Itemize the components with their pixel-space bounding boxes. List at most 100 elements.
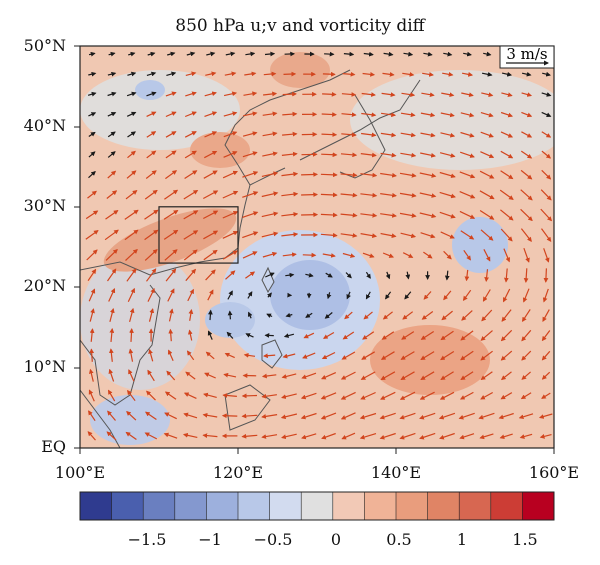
wind-vector <box>542 71 551 77</box>
wind-vector <box>262 151 278 157</box>
wind-vector <box>125 190 138 200</box>
wind-vector <box>281 433 297 440</box>
wind-vector <box>105 210 119 220</box>
wind-vector <box>385 291 392 300</box>
wind-vector <box>500 131 514 138</box>
wind-vector <box>380 371 396 381</box>
wind-vector <box>419 192 437 198</box>
wind-vector <box>186 51 196 57</box>
wind-vector <box>242 151 258 158</box>
wind-vector <box>124 229 139 241</box>
wind-vector <box>420 232 436 239</box>
wind-vector <box>342 71 356 77</box>
wind-vector <box>340 212 358 218</box>
wind-vector <box>380 351 395 360</box>
wind-vector <box>341 132 357 138</box>
wind-vector <box>222 231 239 239</box>
wind-vector <box>186 350 195 361</box>
wind-vector <box>479 170 495 179</box>
colorbar-tick-label: −1.5 <box>127 530 167 549</box>
y-tick-label: EQ <box>41 437 66 456</box>
wind-vector <box>125 248 138 261</box>
wind-vector <box>422 72 434 77</box>
wind-vector <box>187 288 194 302</box>
wind-vector <box>202 412 218 418</box>
colorbar-swatch <box>522 492 555 520</box>
wind-vector <box>399 412 416 420</box>
wind-vector <box>227 310 233 320</box>
x-tick-label: 100°E <box>54 463 106 482</box>
wind-vector <box>479 433 494 440</box>
wind-vector <box>363 51 374 57</box>
wind-vector <box>144 189 158 200</box>
wind-vector <box>400 152 417 158</box>
wind-vector <box>241 413 258 419</box>
colorbar-swatch <box>427 492 460 520</box>
colorbar-swatch <box>80 492 112 520</box>
wind-vector <box>459 391 474 400</box>
y-tick-label: 20°N <box>23 276 66 295</box>
wind-vector <box>261 171 279 177</box>
wind-vector <box>439 211 456 219</box>
wind-vector <box>146 91 157 97</box>
wind-vector <box>421 311 434 320</box>
wind-vector <box>439 391 455 400</box>
wind-vector <box>167 288 175 302</box>
wind-vector <box>345 272 352 279</box>
wind-vector <box>127 287 135 302</box>
wind-vector <box>203 230 219 240</box>
wind-vector <box>127 150 136 159</box>
wind-vector <box>521 111 533 118</box>
wind-vector <box>499 433 513 439</box>
wind-vector <box>146 131 157 138</box>
wind-vector <box>322 71 336 77</box>
wind-vector <box>480 131 494 138</box>
wind-vector <box>182 432 198 438</box>
wind-vector <box>245 333 254 338</box>
wind-vector <box>281 151 298 157</box>
wind-vector <box>542 288 549 303</box>
wind-vector <box>360 371 376 380</box>
wind-vector <box>301 433 317 440</box>
wind-vector <box>88 410 96 422</box>
wind-vector <box>483 249 491 262</box>
wind-vector <box>88 368 94 382</box>
wind-vector <box>145 411 157 420</box>
y-tick-label: 50°N <box>23 36 66 55</box>
wind-vector <box>88 389 95 402</box>
wind-vector <box>385 271 391 280</box>
wind-vector <box>400 132 416 138</box>
wind-vector <box>399 172 417 178</box>
wind-vector <box>459 191 476 199</box>
wind-vector <box>419 172 437 178</box>
wind-vector <box>440 371 454 381</box>
wind-vector <box>439 432 455 440</box>
wind-vector <box>125 431 137 440</box>
wind-vector <box>285 272 295 278</box>
wind-vector <box>343 51 355 57</box>
wind-vector <box>146 111 157 117</box>
wind-vector <box>381 92 396 97</box>
wind-vector <box>500 150 514 159</box>
wind-vector <box>481 71 493 77</box>
wind-vector <box>223 111 238 117</box>
wind-vector <box>146 390 156 401</box>
wind-vector <box>521 371 531 380</box>
wind-vector <box>281 373 297 379</box>
wind-vector <box>360 233 378 239</box>
wind-vector <box>500 392 513 400</box>
wind-vector <box>264 51 276 57</box>
wind-vector <box>519 433 533 439</box>
wind-vector <box>163 229 179 240</box>
wind-vector <box>404 291 412 300</box>
wind-vector <box>420 152 436 158</box>
wind-vector <box>184 131 197 138</box>
wind-vector <box>520 228 532 242</box>
wind-vector <box>380 192 397 198</box>
wind-vector <box>261 191 279 198</box>
wind-vector <box>303 332 315 339</box>
wind-vector <box>361 132 377 138</box>
wind-vector <box>399 432 416 440</box>
wind-vector <box>340 391 356 400</box>
wind-vector <box>402 72 415 77</box>
